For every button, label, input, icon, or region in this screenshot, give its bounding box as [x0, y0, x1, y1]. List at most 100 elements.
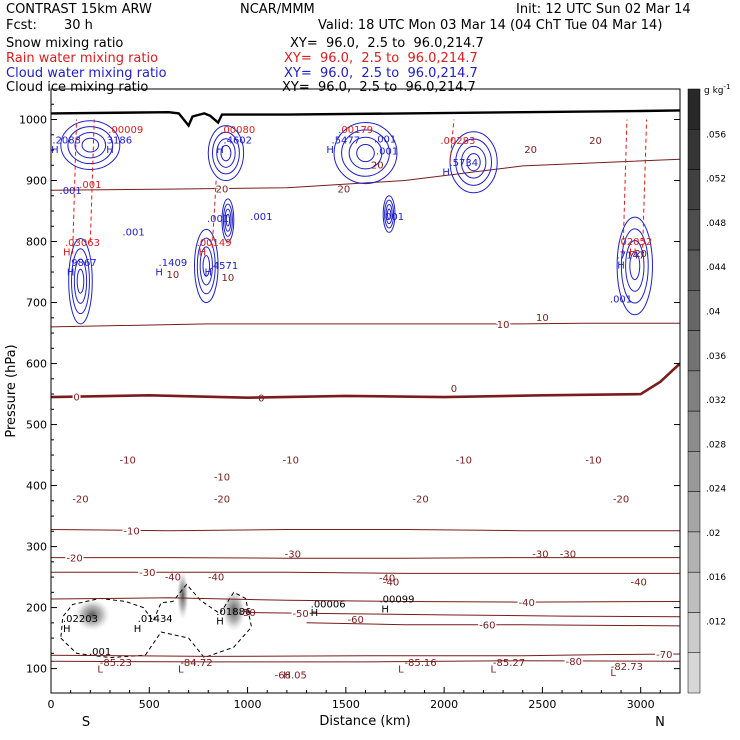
cloud-water-region-5 [333, 122, 398, 185]
low-marker-0: L [97, 664, 103, 675]
temperature-contour--80 [51, 660, 680, 663]
value-annotation-40: 20 [589, 136, 602, 147]
terrain-line [51, 109, 680, 128]
cloud-water-region-2 [616, 216, 653, 316]
value-annotation-21: .5477 [332, 135, 361, 146]
cloud-water-contour-4-0 [207, 125, 245, 182]
legend-cloud-water: Cloud water mixing ratio [6, 66, 167, 81]
cloud-water-contour-2-0 [616, 216, 653, 316]
center-title: NCAR/MMM [240, 2, 315, 17]
temperature-contour--50 [247, 612, 680, 618]
cloud-water-contour-8-0 [221, 198, 235, 243]
cloud-water-contour-1-0 [193, 228, 219, 304]
value-annotation-15: .03063 [65, 238, 100, 249]
value-annotation-33: .001 [60, 186, 82, 197]
cloud-water-contour-0-0 [68, 237, 93, 325]
temperature-contour-0 [51, 362, 680, 400]
value-annotation-54: -10 [456, 456, 472, 467]
colorbar-label-6: .032 [706, 396, 726, 406]
value-annotation-64: 20 [524, 145, 537, 156]
colorbar-label-11: .012 [706, 618, 726, 628]
value-annotation-29: .001 [122, 227, 144, 238]
value-annotation-51: -20 [412, 495, 428, 506]
value-annotation-49: -30 [532, 550, 548, 561]
cloud-water-contour-4-1 [211, 131, 240, 175]
value-annotation-31: .001 [250, 212, 272, 223]
colorbar-label-3: .044 [706, 263, 726, 273]
y-tick-label-700: 700 [26, 297, 47, 310]
y-tick-label-100: 100 [26, 663, 47, 676]
cloud-water-contour-7-1 [384, 199, 395, 229]
temperature-contour--10 [51, 529, 680, 532]
x-tick-label-3000: 3000 [627, 698, 655, 711]
y-axis-label: Pressure (hPa) [4, 344, 19, 437]
high-marker-19: H [216, 145, 224, 156]
value-annotation-5: -82.73 [611, 662, 643, 673]
value-annotation-65: 20 [338, 185, 351, 196]
x-tick-label-1500: 1500 [332, 698, 360, 711]
legend-rain-xy: XY= 96.0, 2.5 to 96.0,214.7 [284, 51, 478, 66]
init-time: Init: 12 UTC Sun 02 Mar 14 [516, 2, 691, 17]
temperature-label--60: -60 [479, 621, 495, 632]
colorbar-swatch-0 [687, 88, 701, 130]
colorbar-swatch-11 [687, 531, 701, 573]
value-annotation-20: .4602 [223, 135, 252, 146]
high-marker-8: H [311, 608, 319, 619]
value-annotation-36: .001 [79, 180, 101, 191]
colorbar: .056 .052 .048 .044 .04 .036 .032 .028 .024 .02 .0… [687, 88, 726, 694]
x-tick-label-2000: 2000 [430, 698, 458, 711]
cloud-water-contour-5-2 [348, 136, 383, 170]
colorbar-swatch-12 [687, 571, 701, 613]
value-annotation-43: -40 [208, 573, 224, 584]
value-annotation-50: -30 [560, 550, 576, 561]
temperature-label--40: -40 [519, 598, 535, 609]
value-annotation-59: -20 [72, 495, 88, 506]
fcst-value: 30 h [64, 18, 93, 33]
temperature-contour-20 [51, 158, 680, 191]
cloud-water-contour-7-0 [382, 195, 396, 233]
high-marker-18: H [106, 145, 114, 156]
cloud-water-contour-0-2 [73, 258, 88, 304]
model-title: CONTRAST 15km ARW [6, 2, 152, 17]
y-tick-label-900: 900 [26, 175, 47, 188]
value-annotation-55: -10 [585, 456, 601, 467]
colorbar-label-2: .048 [706, 219, 726, 229]
high-marker-11: H [155, 268, 163, 279]
low-marker-4: L [610, 668, 616, 679]
snow-shading-0 [74, 599, 110, 631]
value-annotation-42: -50 [239, 608, 255, 619]
value-annotation-44: -40 [165, 573, 181, 584]
low-marker-3: L [490, 664, 496, 675]
value-annotation-39: 20 [371, 160, 384, 171]
temperature-label-0: 0 [73, 393, 79, 404]
value-annotation-18: .2083 [52, 135, 81, 146]
x-tick-label-0: 0 [48, 698, 55, 711]
legend-cloud-ice-xy: XY= 96.0, 2.5 to 96.0,214.7 [282, 80, 476, 95]
high-marker-15: H [199, 248, 207, 259]
colorbar-label-10: .016 [706, 573, 726, 583]
temperature-label--30: -30 [139, 568, 155, 579]
colorbar-unit: g kg-1 [704, 83, 730, 96]
colorbar-swatch-6 [687, 330, 701, 372]
snow-shading-1 [176, 570, 189, 620]
temperature-label--20: -20 [66, 554, 82, 565]
cloud-water-contour-2-2 [625, 240, 645, 292]
value-annotation-27: .001 [89, 647, 111, 658]
value-annotation-57: 0 [451, 384, 457, 395]
x-axis-label: Distance (km) [319, 714, 410, 729]
y-tick-label-1000: 1000 [19, 114, 47, 127]
value-annotation-37: 10 [167, 270, 180, 281]
value-annotation-63: -10 [283, 456, 299, 467]
endpoint-south: S [82, 715, 90, 730]
colorbar-swatch-8 [687, 410, 701, 452]
plot-frame [50, 88, 681, 694]
cloud-water-contour-3-2 [74, 131, 107, 159]
cloud-water-region-7 [382, 195, 396, 233]
temperature-label--10: -10 [123, 526, 139, 537]
value-annotation-58: 10 [536, 313, 549, 324]
colorbar-swatch-14 [687, 652, 701, 694]
high-marker-6: H [134, 624, 142, 635]
value-annotation-17: .02052 [617, 237, 652, 248]
x-tick-label-500: 500 [139, 698, 160, 711]
